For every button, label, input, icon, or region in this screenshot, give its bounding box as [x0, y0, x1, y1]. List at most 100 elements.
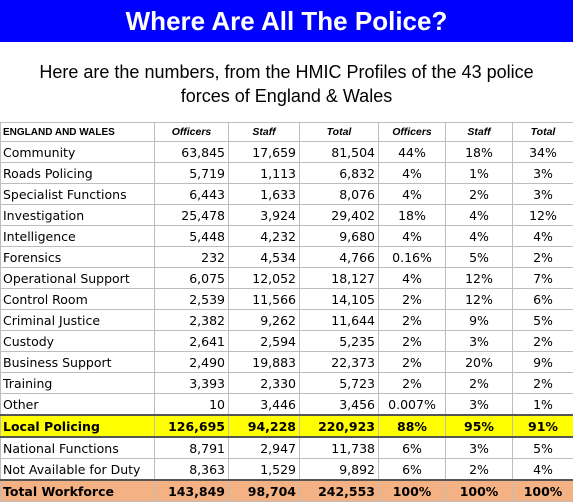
cell-total-pct: 1% [513, 394, 573, 416]
cell-label: Investigation [1, 205, 155, 226]
cell-staff: 1,633 [229, 184, 300, 205]
header-staff: Staff [229, 123, 300, 142]
cell-label: Training [1, 373, 155, 394]
cell-staff-pct: 2% [446, 459, 513, 481]
cell-officers-pct: 6% [379, 437, 446, 459]
cell-staff: 2,330 [229, 373, 300, 394]
cell-officers-pct: 2% [379, 310, 446, 331]
cell-total-pct: 4% [513, 459, 573, 481]
cell-total-pct: 6% [513, 289, 573, 310]
cell-total: 8,076 [300, 184, 379, 205]
cell-officers-pct: 100% [379, 480, 446, 502]
cell-staff: 4,232 [229, 226, 300, 247]
cell-total: 9,892 [300, 459, 379, 481]
cell-total: 9,680 [300, 226, 379, 247]
cell-total-pct: 5% [513, 310, 573, 331]
cell-total: 6,832 [300, 163, 379, 184]
cell-staff: 98,704 [229, 480, 300, 502]
cell-officers: 2,539 [155, 289, 229, 310]
cell-staff-pct: 100% [446, 480, 513, 502]
cell-staff-pct: 20% [446, 352, 513, 373]
cell-staff-pct: 9% [446, 310, 513, 331]
cell-staff: 94,228 [229, 415, 300, 437]
cell-staff-pct: 3% [446, 331, 513, 352]
cell-officers: 10 [155, 394, 229, 416]
page-title: Where Are All The Police? [126, 6, 448, 37]
cell-officers-pct: 4% [379, 226, 446, 247]
header-region: ENGLAND AND WALES [1, 123, 155, 142]
subtitle: Here are the numbers, from the HMIC Prof… [0, 60, 573, 108]
cell-staff: 4,534 [229, 247, 300, 268]
cell-total-pct: 3% [513, 163, 573, 184]
cell-officers-pct: 0.007% [379, 394, 446, 416]
cell-officers: 2,490 [155, 352, 229, 373]
cell-total: 11,738 [300, 437, 379, 459]
cell-total-pct: 5% [513, 437, 573, 459]
subtitle-line-2: forces of England & Wales [0, 84, 573, 108]
cell-officers: 63,845 [155, 142, 229, 163]
cell-total: 220,923 [300, 415, 379, 437]
cell-total-pct: 100% [513, 480, 573, 502]
cell-label: Control Room [1, 289, 155, 310]
cell-staff-pct: 3% [446, 437, 513, 459]
cell-label: Operational Support [1, 268, 155, 289]
cell-total: 29,402 [300, 205, 379, 226]
cell-officers-pct: 18% [379, 205, 446, 226]
cell-staff-pct: 3% [446, 394, 513, 416]
cell-staff: 3,924 [229, 205, 300, 226]
cell-staff-pct: 4% [446, 205, 513, 226]
cell-total: 14,105 [300, 289, 379, 310]
cell-label: Intelligence [1, 226, 155, 247]
cell-total-pct: 34% [513, 142, 573, 163]
cell-staff-pct: 2% [446, 373, 513, 394]
cell-total: 22,373 [300, 352, 379, 373]
cell-label: Local Policing [1, 415, 155, 437]
cell-officers: 143,849 [155, 480, 229, 502]
cell-label: Total Workforce [1, 480, 155, 502]
cell-officers: 126,695 [155, 415, 229, 437]
cell-label: Forensics [1, 247, 155, 268]
cell-label: Business Support [1, 352, 155, 373]
cell-total: 11,644 [300, 310, 379, 331]
cell-label: National Functions [1, 437, 155, 459]
cell-staff: 19,883 [229, 352, 300, 373]
cell-total-pct: 7% [513, 268, 573, 289]
cell-staff-pct: 95% [446, 415, 513, 437]
cell-officers-pct: 44% [379, 142, 446, 163]
cell-staff: 1,113 [229, 163, 300, 184]
subtitle-line-1: Here are the numbers, from the HMIC Prof… [0, 60, 573, 84]
cell-label: Specialist Functions [1, 184, 155, 205]
cell-total: 242,553 [300, 480, 379, 502]
cell-officers-pct: 88% [379, 415, 446, 437]
cell-officers: 8,791 [155, 437, 229, 459]
cell-label: Roads Policing [1, 163, 155, 184]
cell-officers: 8,363 [155, 459, 229, 481]
cell-total-pct: 91% [513, 415, 573, 437]
cell-officers-pct: 4% [379, 163, 446, 184]
cell-staff-pct: 12% [446, 289, 513, 310]
cell-officers-pct: 4% [379, 268, 446, 289]
cell-staff-pct: 1% [446, 163, 513, 184]
cell-staff-pct: 2% [446, 184, 513, 205]
cell-total: 3,456 [300, 394, 379, 416]
page-title-banner: Where Are All The Police? [0, 0, 573, 42]
cell-staff-pct: 12% [446, 268, 513, 289]
cell-total: 5,235 [300, 331, 379, 352]
workforce-table: ENGLAND AND WALES Officers Staff Total O… [0, 122, 573, 502]
cell-total: 81,504 [300, 142, 379, 163]
cell-total: 18,127 [300, 268, 379, 289]
header-total-pct: Total [513, 123, 573, 142]
cell-total: 4,766 [300, 247, 379, 268]
cell-label: Custody [1, 331, 155, 352]
